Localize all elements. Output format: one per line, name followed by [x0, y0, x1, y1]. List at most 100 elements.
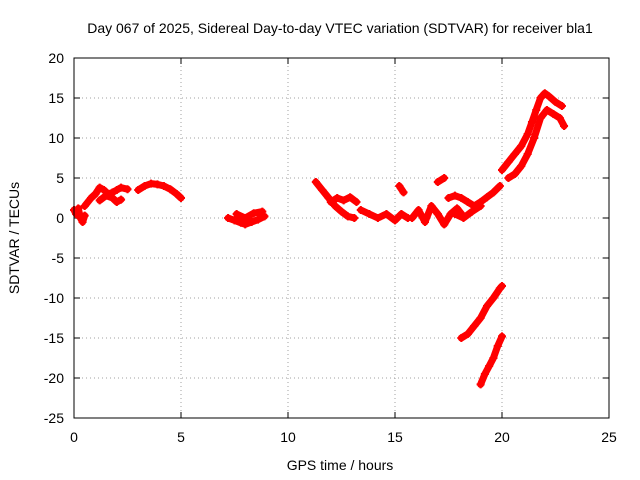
- data-point: [117, 183, 126, 192]
- data-point: [91, 190, 100, 198]
- data-point: [123, 185, 132, 194]
- data-point: [504, 158, 513, 166]
- data-point: [397, 210, 406, 218]
- data-band: [457, 282, 506, 342]
- data-point: [399, 188, 408, 197]
- data-point: [498, 282, 506, 290]
- y-tick-label: -20: [44, 370, 64, 386]
- data-point: [440, 174, 449, 182]
- data-point: [80, 211, 89, 220]
- data-point: [523, 130, 532, 138]
- data-point: [532, 106, 541, 114]
- data-point: [545, 92, 554, 101]
- data-point: [517, 162, 526, 170]
- y-tick-label: 15: [48, 90, 64, 106]
- data-point: [72, 210, 81, 218]
- data-point: [463, 198, 472, 206]
- data-point: [346, 193, 355, 202]
- data-point: [172, 190, 181, 198]
- data-point: [382, 210, 391, 218]
- data-point: [536, 94, 545, 102]
- data-point: [333, 194, 342, 202]
- data-point: [457, 334, 466, 342]
- data-point: [365, 210, 374, 218]
- data-point: [230, 216, 239, 225]
- data-point: [224, 214, 233, 222]
- data-point: [247, 218, 256, 226]
- y-tick-label: -25: [44, 410, 64, 426]
- data-point: [444, 194, 453, 202]
- data-point: [510, 170, 519, 178]
- x-tick-label: 25: [601, 429, 617, 445]
- data-point: [427, 202, 436, 210]
- grid: [74, 58, 609, 418]
- y-tick-label: -5: [52, 250, 65, 266]
- data-point: [153, 180, 162, 189]
- data-point: [440, 220, 449, 229]
- data-point: [498, 332, 506, 341]
- data-point: [540, 89, 549, 98]
- data-point: [476, 314, 485, 322]
- data-band: [477, 332, 506, 388]
- data-point: [177, 194, 185, 202]
- data-point: [433, 210, 442, 218]
- data-point: [489, 188, 498, 197]
- data-point: [480, 370, 489, 378]
- data-point: [236, 218, 245, 227]
- data-point: [78, 218, 87, 226]
- data-point: [495, 182, 504, 190]
- x-tick-labels: 0 5 10 15 20 25: [70, 429, 617, 445]
- data-point: [433, 178, 442, 186]
- data-point: [493, 342, 502, 350]
- data-point: [95, 183, 104, 192]
- data-point: [468, 207, 477, 216]
- data-points: [70, 89, 569, 389]
- data-point: [339, 196, 348, 205]
- data-point: [352, 198, 361, 206]
- data-point: [560, 122, 569, 130]
- data-point: [117, 195, 126, 204]
- data-point: [476, 202, 485, 210]
- x-tick-label: 0: [70, 429, 78, 445]
- data-point: [517, 142, 526, 150]
- data-point: [476, 380, 485, 389]
- data-point: [555, 114, 564, 122]
- data-point: [489, 294, 498, 302]
- data-point: [536, 114, 545, 122]
- data-point: [112, 186, 121, 194]
- data-point: [523, 150, 532, 158]
- data-point: [542, 106, 551, 114]
- data-point: [420, 218, 429, 226]
- data-point: [99, 186, 108, 194]
- data-point: [450, 191, 459, 200]
- data-point: [549, 110, 558, 118]
- y-tick-label: 20: [48, 50, 64, 66]
- data-point: [527, 118, 536, 126]
- x-tick-label: 20: [494, 429, 510, 445]
- chart-title: Day 067 of 2025, Sidereal Day-to-day VTE…: [87, 20, 593, 36]
- plot-frame: [73, 57, 610, 419]
- data-point: [254, 215, 263, 224]
- data-point: [483, 193, 492, 202]
- data-point: [485, 362, 494, 370]
- data-point: [311, 178, 320, 186]
- y-tick-label: 0: [56, 210, 64, 226]
- data-point: [453, 204, 462, 213]
- data-point: [530, 134, 539, 142]
- x-tick-label: 15: [387, 429, 403, 445]
- data-point: [74, 204, 83, 213]
- data-point: [80, 202, 89, 210]
- data-point: [134, 186, 143, 194]
- data-band: [498, 89, 566, 174]
- data-point: [166, 185, 175, 194]
- data-point: [326, 198, 335, 206]
- data-point: [504, 174, 513, 182]
- y-tick-label: -10: [44, 290, 64, 306]
- data-point: [108, 194, 117, 202]
- x-tick-label: 5: [177, 429, 185, 445]
- x-axis-label: GPS time / hours: [287, 457, 394, 473]
- data-point: [414, 206, 423, 214]
- data-point: [373, 214, 382, 222]
- data-point: [356, 206, 365, 214]
- data-point: [337, 207, 346, 216]
